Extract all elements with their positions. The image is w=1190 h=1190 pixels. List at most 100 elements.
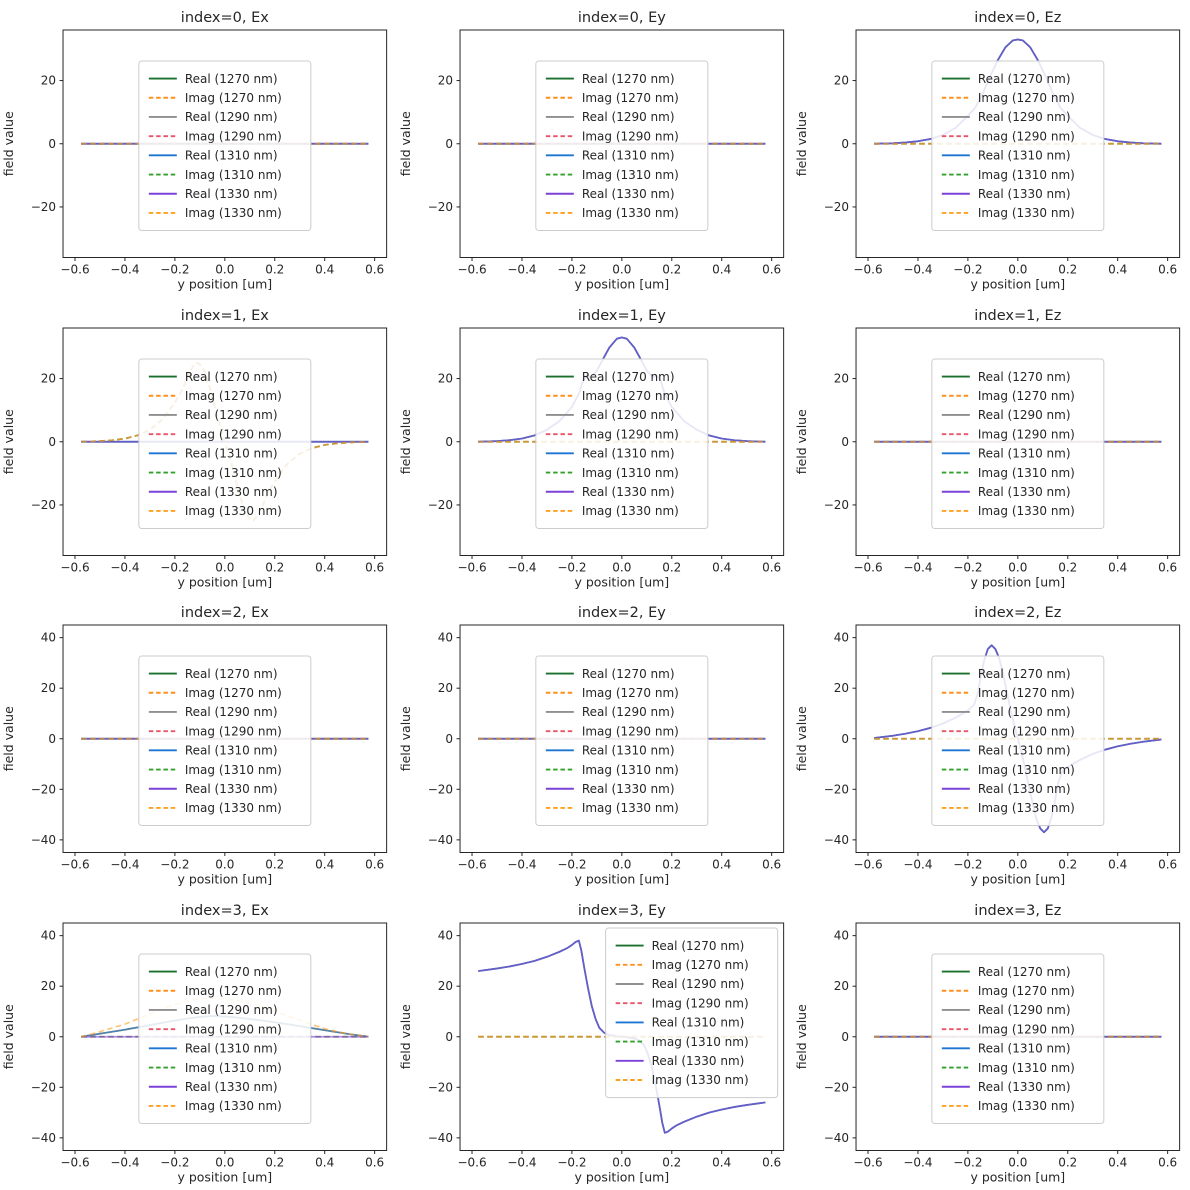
legend-label-real_1330: Real (1330 nm) (651, 1054, 744, 1068)
x-tick-label: 0.4 (315, 263, 334, 277)
legend-label-imag_1270: Imag (1270 nm) (581, 388, 678, 402)
x-tick-label: 0.4 (1108, 560, 1127, 574)
legend-label-imag_1310: Imag (1310 nm) (185, 168, 282, 182)
x-tick-label: 0.6 (365, 858, 384, 872)
legend-label-imag_1290: Imag (1290 nm) (581, 129, 678, 143)
y-tick-label: 20 (834, 74, 849, 88)
legend-label-imag_1330: Imag (1330 nm) (978, 504, 1075, 518)
x-tick-label: 0.6 (1158, 1155, 1177, 1169)
x-axis-label: y position [um] (574, 872, 669, 887)
subplot-index-0-ey: −20 0 20 −0.6 −0.4 −0.2 0.0 0.2 0.4 0.6 index=0, E… (397, 0, 794, 298)
x-tick-label: 0.6 (1158, 858, 1177, 872)
subplot-index-3-ex: −40 −20 0 20 40 −0.6 −0.4 −0.2 0.0 0.2 0.4 0.6 index… (0, 893, 397, 1190)
subplot-title: index=3, Ey (577, 903, 665, 919)
y-tick-label: 0 (48, 137, 56, 151)
legend: Real (1270 nm) Imag (1270 nm) Real (1290 n… (534, 655, 708, 827)
legend-label-imag_1330: Imag (1330 nm) (581, 504, 678, 518)
y-tick-label: 20 (41, 979, 56, 993)
x-tick-label: −0.2 (954, 263, 983, 277)
legend-label-imag_1310: Imag (1310 nm) (978, 763, 1075, 777)
legend-label-imag_1310: Imag (1310 nm) (978, 465, 1075, 479)
x-tick-label: 0.0 (1009, 1155, 1028, 1169)
x-tick-label: 0.6 (1158, 560, 1177, 574)
legend-label-real_1270: Real (1270 nm) (651, 938, 744, 952)
y-tick-label: 20 (41, 371, 56, 385)
x-tick-label: 0.4 (1108, 263, 1127, 277)
subplot-title: index=0, Ez (975, 10, 1062, 26)
y-tick-label: 20 (834, 979, 849, 993)
legend-box (534, 655, 708, 827)
y-axis-label: field value (794, 1003, 809, 1068)
legend: Real (1270 nm) Imag (1270 nm) Real (1290 n… (138, 357, 312, 529)
x-tick-label: 0.0 (215, 858, 234, 872)
x-tick-label: −0.6 (60, 1155, 89, 1169)
subplot-index-1-ez: −20 0 20 −0.6 −0.4 −0.2 0.0 0.2 0.4 0.6 index=1, E… (793, 298, 1190, 596)
legend-label-real_1290: Real (1290 nm) (185, 110, 278, 124)
legend-label-imag_1330: Imag (1330 nm) (581, 206, 678, 220)
legend-label-real_1270: Real (1270 nm) (185, 964, 278, 978)
legend-box (138, 60, 312, 232)
y-tick-label: 0 (842, 434, 850, 448)
y-tick-label: −20 (427, 497, 452, 511)
legend-box (534, 357, 708, 529)
legend-label-real_1290: Real (1290 nm) (978, 1003, 1071, 1017)
x-tick-label: 0.0 (215, 560, 234, 574)
legend-label-imag_1310: Imag (1310 nm) (185, 763, 282, 777)
subplot-title: index=1, Ex (181, 308, 269, 324)
subplot-title: index=3, Ez (975, 903, 1062, 919)
x-tick-label: −0.2 (160, 560, 189, 574)
subplot-index-3-ez: −40 −20 0 20 40 −0.6 −0.4 −0.2 0.0 0.2 0.4 0.6 index… (793, 893, 1190, 1190)
legend-label-imag_1270: Imag (1270 nm) (978, 983, 1075, 997)
legend-label-real_1290: Real (1290 nm) (978, 408, 1071, 422)
x-axis-label: y position [um] (574, 1169, 669, 1184)
y-tick-label: −20 (31, 1080, 56, 1094)
x-tick-label: 0.2 (265, 1155, 284, 1169)
x-tick-label: −0.2 (557, 858, 586, 872)
legend-label-real_1330: Real (1330 nm) (978, 187, 1071, 201)
x-tick-label: 0.6 (762, 560, 781, 574)
legend-box (604, 927, 778, 1098)
x-tick-label: 0.4 (1108, 1155, 1127, 1169)
x-tick-label: 0.2 (662, 263, 681, 277)
x-tick-label: −0.6 (60, 560, 89, 574)
x-tick-label: −0.2 (160, 858, 189, 872)
x-tick-label: 0.2 (662, 560, 681, 574)
legend-label-imag_1290: Imag (1290 nm) (581, 724, 678, 738)
y-tick-label: 20 (437, 371, 452, 385)
x-tick-label: 0.4 (315, 560, 334, 574)
x-tick-label: 0.6 (762, 263, 781, 277)
legend-label-imag_1290: Imag (1290 nm) (978, 1022, 1075, 1036)
legend-label-real_1330: Real (1330 nm) (185, 1079, 278, 1093)
x-tick-label: −0.2 (557, 1155, 586, 1169)
legend-label-imag_1270: Imag (1270 nm) (581, 686, 678, 700)
legend-label-imag_1330: Imag (1330 nm) (185, 1099, 282, 1113)
legend-label-real_1310: Real (1310 nm) (978, 744, 1071, 758)
legend-label-real_1330: Real (1330 nm) (185, 782, 278, 796)
legend-label-real_1290: Real (1290 nm) (651, 977, 744, 991)
x-tick-label: 0.4 (1108, 858, 1127, 872)
y-tick-label: 0 (842, 732, 850, 746)
x-axis-label: y position [um] (574, 574, 669, 589)
x-tick-label: −0.4 (110, 1155, 139, 1169)
legend-label-real_1310: Real (1310 nm) (185, 446, 278, 460)
x-tick-label: 0.0 (215, 263, 234, 277)
x-tick-label: 0.6 (365, 263, 384, 277)
legend-box (931, 952, 1105, 1124)
x-tick-label: −0.4 (904, 263, 933, 277)
y-axis-label: field value (398, 1003, 413, 1068)
y-tick-label: −20 (824, 1080, 849, 1094)
x-tick-label: −0.2 (954, 858, 983, 872)
legend-label-imag_1330: Imag (1330 nm) (651, 1073, 748, 1087)
y-axis-label: field value (794, 706, 809, 771)
legend-label-real_1290: Real (1290 nm) (978, 705, 1071, 719)
legend-label-imag_1290: Imag (1290 nm) (978, 129, 1075, 143)
y-tick-label: 20 (834, 681, 849, 695)
x-tick-label: −0.4 (110, 263, 139, 277)
y-tick-label: 40 (437, 631, 452, 645)
legend-label-real_1330: Real (1330 nm) (581, 782, 674, 796)
legend-label-imag_1270: Imag (1270 nm) (581, 91, 678, 105)
x-tick-label: 0.4 (315, 858, 334, 872)
legend-label-real_1270: Real (1270 nm) (581, 369, 674, 383)
legend-label-imag_1330: Imag (1330 nm) (185, 206, 282, 220)
